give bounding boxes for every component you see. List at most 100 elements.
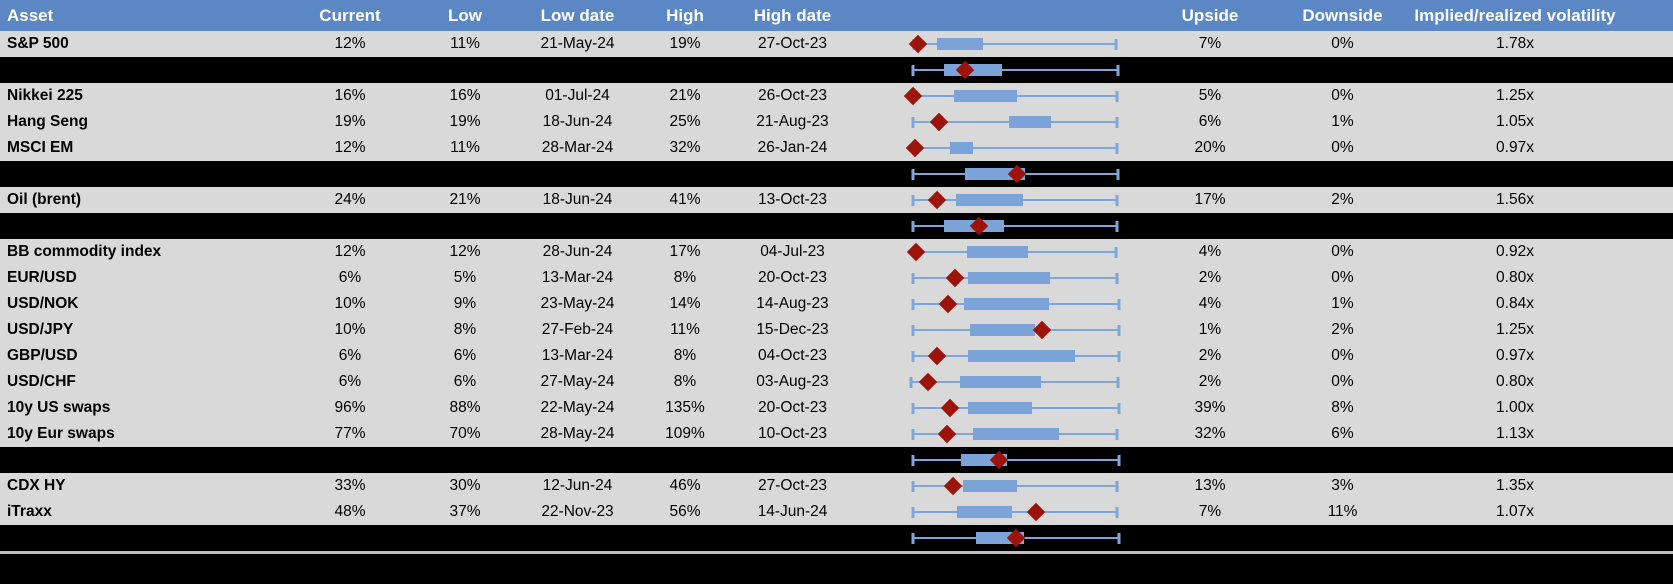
cell-upside: 32% [1194, 425, 1226, 442]
column-header-implied-realized: Implied/realized volatility [1414, 6, 1616, 25]
table-row: Hang Seng 19% 19% 18-Jun-24 25% 21-Aug-2… [0, 109, 1673, 135]
diamond-marker-icon [928, 190, 947, 210]
whisker-cap-high [1116, 376, 1120, 388]
cell-low-date: 23-May-24 [540, 295, 615, 312]
boxplot [855, 525, 1125, 551]
boxplot [855, 291, 1125, 317]
cell-current: 19% [334, 113, 366, 130]
cell-low: 30% [449, 477, 481, 494]
cell-upside: 2% [1198, 373, 1222, 390]
cell-high: 8% [673, 269, 697, 286]
cell-high-date: 27-Oct-23 [758, 35, 827, 52]
boxplot [855, 343, 1125, 369]
cell-low-date: 01-Jul-24 [545, 87, 610, 104]
cell-low-date: 21-May-24 [540, 35, 615, 52]
table-header: Asset Current Low Low date High High dat… [0, 0, 1673, 31]
diamond-marker-icon [1026, 502, 1046, 522]
asset-label: S&P 500 [7, 35, 69, 52]
cell-upside: 7% [1198, 35, 1222, 52]
cell-downside: 0% [1331, 269, 1354, 286]
cell-high: 41% [669, 191, 701, 208]
cell-current: 48% [334, 503, 366, 520]
box-range [973, 428, 1060, 440]
cell-downside: 6% [1331, 425, 1354, 442]
whisker-cap-high [1117, 350, 1121, 362]
cell-implied-realized [1390, 57, 1640, 83]
whisker-line [913, 225, 1117, 227]
cell-low-date [515, 57, 640, 83]
diamond-marker-icon [940, 398, 960, 418]
whisker-cap-low [911, 324, 915, 336]
cell-high [640, 447, 730, 473]
diamond-marker-icon [943, 476, 963, 496]
whisker-line [913, 459, 1119, 461]
cell-high: 19% [669, 35, 701, 52]
whisker-cap-low [911, 64, 915, 76]
diamond-marker-icon [1033, 320, 1052, 340]
cell-implied-realized: 0.97x [1496, 347, 1534, 364]
boxplot [855, 317, 1125, 343]
cell-implied-realized: 1.35x [1496, 477, 1534, 494]
cell-downside: 11% [1327, 503, 1358, 520]
cell-high: 56% [669, 503, 701, 520]
cell-low-date: 13-Mar-24 [541, 269, 614, 286]
table-row: USD/JPY 10% 8% 27-Feb-24 11% 15-Dec-23 1… [0, 317, 1673, 343]
column-header-low-date: Low date [540, 6, 615, 25]
boxplot-plot-area [910, 109, 1120, 135]
asset-label: EUR/USD [7, 269, 77, 286]
column-header-current: Current [319, 6, 381, 25]
cell-low-date: 27-May-24 [540, 373, 615, 390]
whisker-cap-high [1115, 90, 1119, 102]
cell-current: 24% [334, 191, 366, 208]
cell-implied-realized: 1.13x [1496, 425, 1534, 442]
boxplot-plot-area [910, 421, 1120, 447]
boxplot-plot-area [909, 31, 1120, 57]
cell-high-date: 27-Oct-23 [758, 477, 827, 494]
cell-implied-realized: 0.84x [1496, 295, 1534, 312]
cell-current: 77% [334, 425, 366, 442]
asset-label: 10y US swaps [7, 399, 111, 416]
table-row [0, 57, 1673, 83]
boxplot-plot-area [910, 265, 1120, 291]
cell-low-date: 28-Mar-24 [541, 139, 614, 156]
boxplot-plot-area [910, 187, 1120, 213]
cell-high: 11% [670, 321, 700, 338]
cell-high-date: 26-Jan-24 [757, 139, 828, 156]
cell-high: 8% [673, 347, 697, 364]
whisker-cap-low [911, 350, 915, 362]
whisker-cap-high [1114, 246, 1118, 258]
cell-upside: 6% [1198, 113, 1222, 130]
cell-downside: 0% [1331, 347, 1354, 364]
cell-high-date: 04-Oct-23 [758, 347, 827, 364]
cell-high-date [730, 161, 855, 187]
boxplot-plot-area [903, 83, 1120, 109]
cell-upside: 13% [1194, 477, 1226, 494]
whisker-cap-high [1117, 532, 1121, 544]
diamond-marker-icon [906, 138, 925, 158]
cell-downside: 0% [1331, 35, 1354, 52]
asset-label: CDX HY [7, 477, 66, 494]
whisker-cap-low [911, 298, 915, 310]
cell-low-date: 12-Jun-24 [542, 477, 613, 494]
whisker-cap-low [911, 194, 915, 206]
cell-low-date [515, 213, 640, 239]
cell-implied-realized: 0.97x [1496, 139, 1534, 156]
cell-high-date: 04-Jul-23 [760, 243, 825, 260]
cell-downside [1295, 57, 1390, 83]
whisker-cap-high [1115, 194, 1119, 206]
cell-high-date [730, 213, 855, 239]
boxplot-plot-area [910, 213, 1120, 239]
cell-high-date: 21-Aug-23 [756, 113, 829, 130]
cell-implied-realized: 1.07x [1496, 503, 1534, 520]
cell-high [640, 161, 730, 187]
boxplot-plot-area [906, 135, 1120, 161]
whisker-cap-low [911, 532, 915, 544]
cell-low-date [515, 525, 640, 551]
table-row: USD/NOK 10% 9% 23-May-24 14% 14-Aug-23 4… [0, 291, 1673, 317]
cell-upside [1125, 57, 1295, 83]
table-row [0, 213, 1673, 239]
cell-implied-realized [1390, 447, 1640, 473]
cell-low-date: 28-Jun-24 [542, 243, 613, 260]
boxplot [855, 239, 1125, 265]
cell-high: 135% [665, 399, 705, 416]
